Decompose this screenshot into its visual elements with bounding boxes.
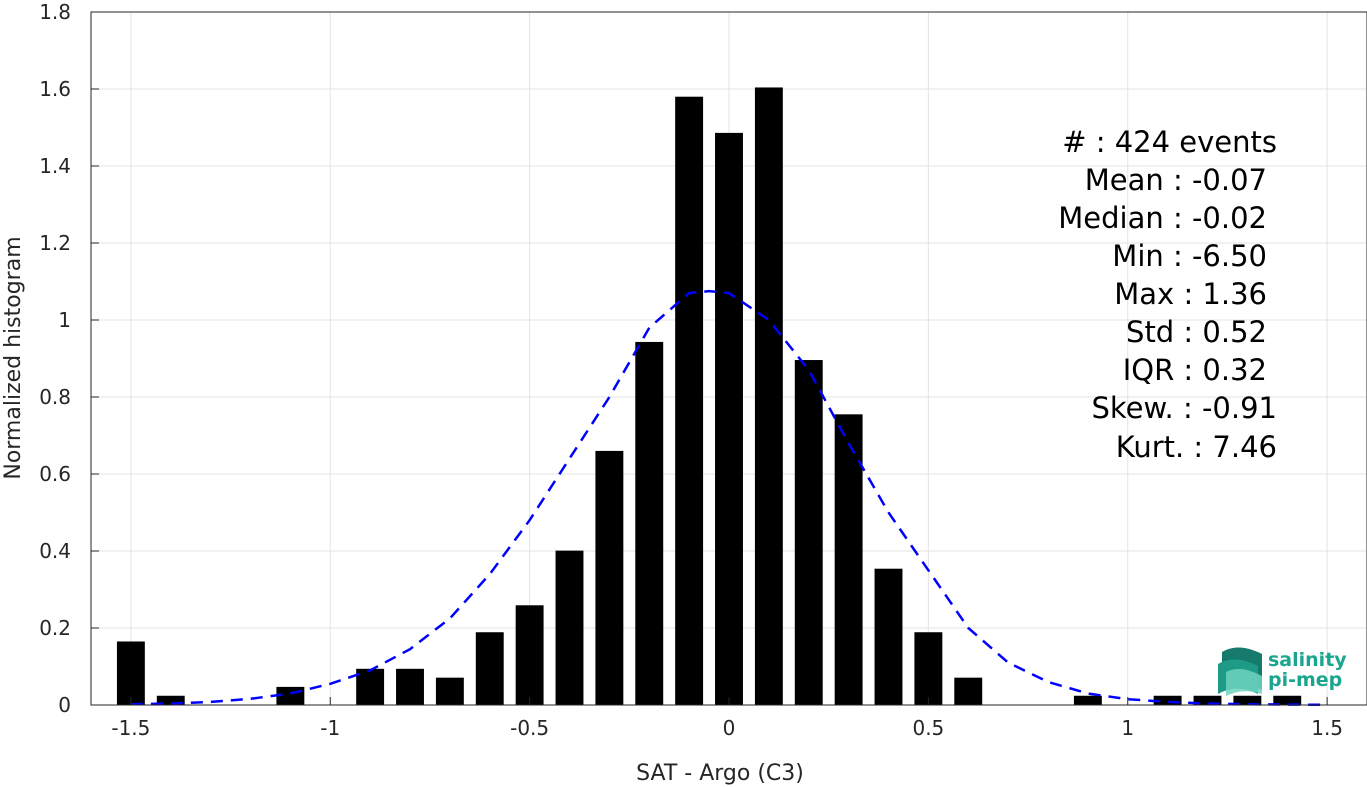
y-axis-label: Normalized histogram [1,236,26,479]
histogram-bar [356,668,385,705]
normal-fit-curve [130,289,1328,707]
logo-line2: pi-mep [1268,669,1342,691]
histogram-bar [156,695,185,705]
stat-max: Max : 1.36 [1114,277,1267,311]
x-tick-label: 1 [1121,716,1134,740]
y-tick-label: 0 [58,693,71,717]
histogram-bar [754,87,783,705]
logo-wave-icon [1218,647,1262,696]
y-tick-label: 0.4 [39,539,71,563]
histogram-bar [515,605,544,705]
histogram-bar [834,414,863,705]
histogram-bar [595,450,624,705]
histogram-bar [1233,695,1262,705]
x-tick-label: -1 [320,716,340,740]
histogram-bar [715,132,743,705]
x-tick-label: 0 [723,716,736,740]
x-tick-label: 0.5 [912,716,944,740]
histogram-bar [555,550,584,705]
histogram-bar [914,632,943,705]
y-tick-label: 1.4 [39,154,71,178]
stat-events: # : 424 events [1062,125,1277,159]
histogram-bar [475,632,504,705]
histogram-bar [396,668,424,705]
histogram-bar [794,360,823,705]
histogram-bar [1193,695,1222,705]
x-axis-ticks: -1.5 -1 -0.5 0 0.5 1 1.5 [111,697,1343,740]
y-tick-label: 1.6 [39,77,71,101]
y-tick-label: 1.2 [39,231,71,255]
histogram-bar [435,677,464,705]
histogram-bar [116,641,145,705]
histogram-bar [1073,695,1102,705]
stat-skew: Skew. : -0.91 [1091,391,1277,425]
histogram-bar [675,96,704,705]
x-tick-label: -0.5 [510,716,549,740]
stat-min: Min : -6.50 [1112,239,1267,273]
x-tick-label: 1.5 [1311,716,1343,740]
y-tick-label: 0.6 [39,462,71,486]
histogram-bar [1273,695,1302,705]
histogram-bars [116,87,1302,705]
y-tick-label: 1.8 [39,0,71,24]
stats-box: # : 424 events Mean : -0.07 Median : -0.… [1058,125,1277,464]
logo-line1: salinity [1268,649,1347,671]
histogram-bar [954,677,983,705]
histogram-bar [874,568,903,705]
stat-std: Std : 0.52 [1126,315,1267,349]
y-tick-label: 0.2 [39,616,71,640]
x-tick-label: -1.5 [111,716,150,740]
stat-mean: Mean : -0.07 [1085,163,1267,197]
y-tick-label: 1 [58,308,71,332]
x-axis-label: SAT - Argo (C3) [636,761,804,786]
histogram-bar [1153,695,1182,705]
salinity-pi-mep-logo: salinity pi-mep [1218,647,1347,696]
stat-median: Median : -0.02 [1058,201,1267,235]
y-axis-ticks: 0 0.2 0.4 0.6 0.8 1 1.2 1.4 1.6 1.8 [39,0,99,717]
stat-kurt: Kurt. : 7.46 [1116,430,1277,464]
y-tick-label: 0.8 [39,385,71,409]
histogram-bar [635,341,664,705]
stat-iqr: IQR : 0.32 [1123,353,1267,387]
